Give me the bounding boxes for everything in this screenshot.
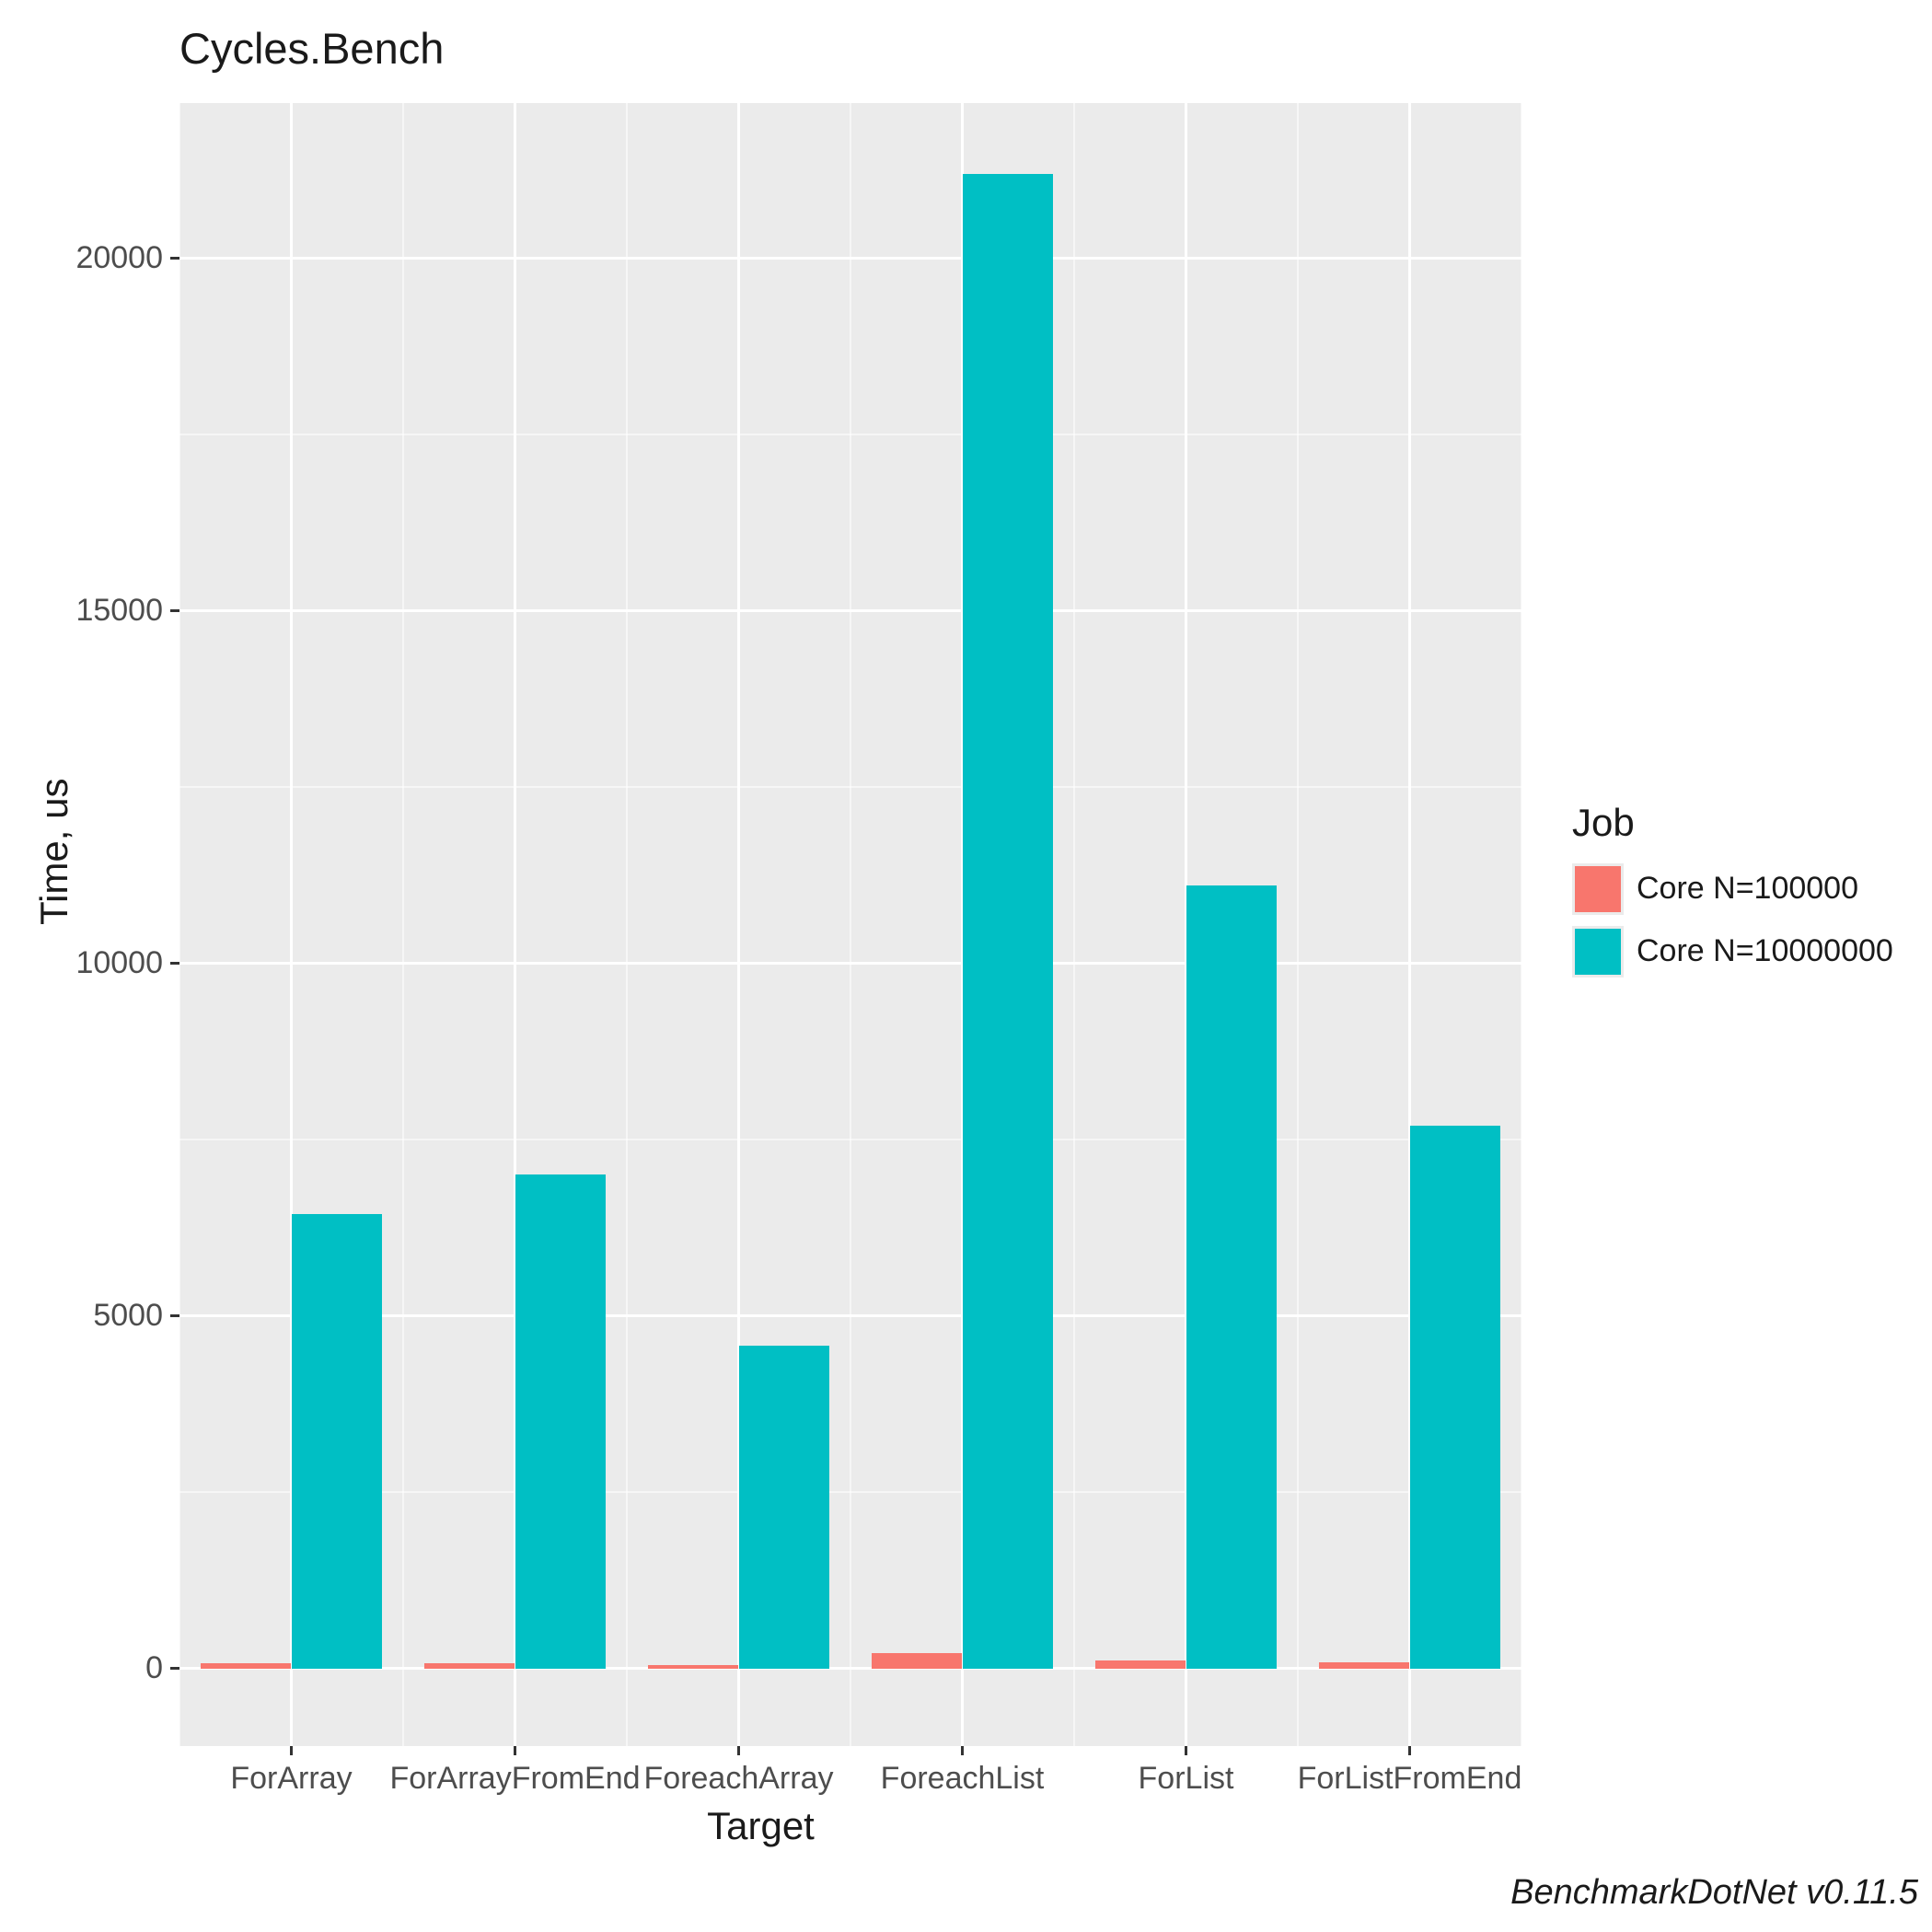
chart-canvas: Cycles.Bench 05000100001500020000 ForArr…	[0, 0, 1932, 1932]
x-axis-tick	[290, 1746, 293, 1755]
x-axis-tick	[514, 1746, 516, 1755]
grid-line-minor	[402, 103, 404, 1746]
bar	[1410, 1126, 1500, 1669]
plot-panel	[179, 103, 1521, 1746]
x-axis-tick	[1408, 1746, 1411, 1755]
y-axis-title: Time, us	[32, 779, 76, 925]
bar	[424, 1663, 515, 1669]
legend-swatch	[1575, 929, 1621, 975]
bar	[872, 1653, 962, 1669]
x-axis-tick	[1185, 1746, 1187, 1755]
x-axis-tick	[737, 1746, 740, 1755]
y-axis-tick	[170, 962, 179, 965]
y-axis-tick-label: 0	[145, 1650, 163, 1686]
grid-line-minor	[1297, 103, 1299, 1746]
x-axis-tick-label: ForListFromEnd	[1272, 1761, 1548, 1797]
grid-line-minor	[626, 103, 628, 1746]
legend-key	[1572, 926, 1624, 978]
y-axis-tick-label: 20000	[75, 240, 163, 276]
bar	[739, 1346, 829, 1669]
y-axis-tick	[170, 1667, 179, 1670]
bar	[292, 1214, 382, 1669]
legend-key	[1572, 863, 1624, 915]
grid-line-minor	[179, 103, 180, 1746]
y-axis-tick-label: 5000	[93, 1298, 163, 1334]
y-axis-tick	[170, 257, 179, 260]
bar	[963, 174, 1053, 1669]
bar	[648, 1665, 738, 1669]
y-axis-tick	[170, 1314, 179, 1317]
bar	[515, 1174, 606, 1668]
y-axis-tick-label: 15000	[75, 593, 163, 629]
bar	[1186, 885, 1277, 1668]
bar	[201, 1663, 291, 1668]
legend-title: Job	[1572, 801, 1635, 845]
chart-title: Cycles.Bench	[179, 23, 444, 74]
legend-label: Core N=10000000	[1637, 933, 1893, 969]
grid-line-minor	[1073, 103, 1075, 1746]
x-axis-tick	[961, 1746, 964, 1755]
legend-label: Core N=100000	[1637, 871, 1858, 907]
grid-line-minor	[850, 103, 851, 1746]
bar	[1095, 1660, 1186, 1669]
chart-caption: BenchmarkDotNet v0.11.5	[1510, 1873, 1918, 1913]
legend-swatch	[1575, 866, 1621, 912]
x-axis-title: Target	[0, 1804, 1521, 1848]
bar	[1319, 1662, 1409, 1669]
y-axis-tick-label: 10000	[75, 945, 163, 981]
y-axis-tick	[170, 609, 179, 612]
